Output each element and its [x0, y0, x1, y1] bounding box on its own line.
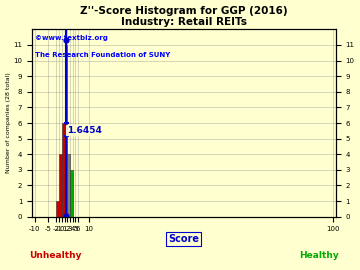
- Title: Z''-Score Histogram for GGP (2016)
Industry: Retail REITs: Z''-Score Histogram for GGP (2016) Indus…: [80, 6, 288, 27]
- Bar: [59, 154, 62, 217]
- Text: The Research Foundation of SUNY: The Research Foundation of SUNY: [35, 52, 170, 58]
- Bar: [67, 154, 70, 217]
- X-axis label: Score: Score: [168, 234, 199, 244]
- Bar: [62, 123, 64, 217]
- Bar: [64, 45, 67, 217]
- Text: Unhealthy: Unhealthy: [29, 251, 81, 260]
- Text: ©www.textbiz.org: ©www.textbiz.org: [35, 35, 108, 41]
- Text: 1.6454: 1.6454: [67, 126, 102, 134]
- Bar: [70, 170, 73, 217]
- Bar: [57, 201, 59, 217]
- Y-axis label: Number of companies (28 total): Number of companies (28 total): [5, 73, 10, 173]
- Text: Healthy: Healthy: [299, 251, 339, 260]
